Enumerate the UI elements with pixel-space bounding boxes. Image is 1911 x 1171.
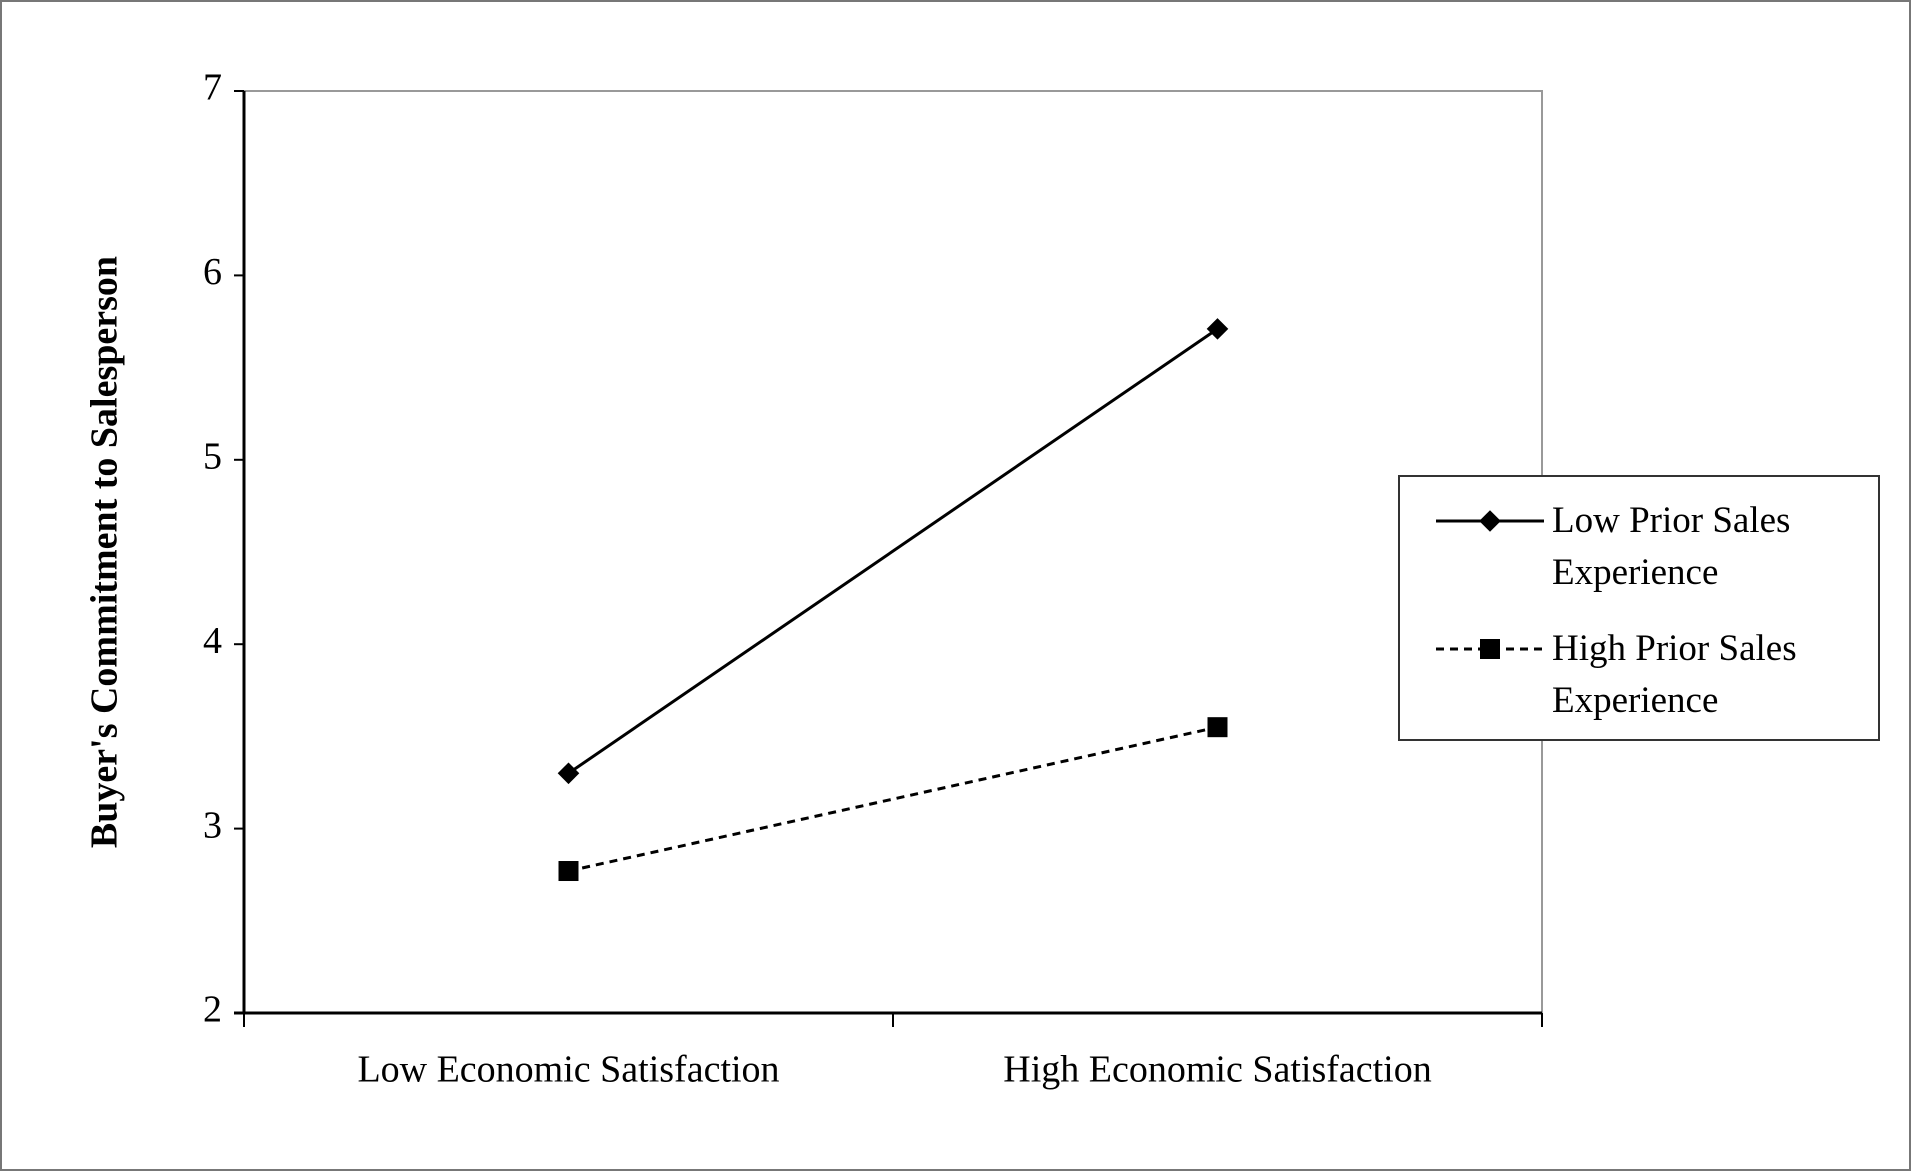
legend-entry: Low Prior Sales Experience — [1432, 495, 1878, 599]
y-tick-label: 7 — [203, 67, 222, 109]
marker — [1479, 510, 1501, 532]
legend-label: Low Prior Sales Experience — [1552, 500, 1791, 593]
legend-swatch — [1436, 639, 1544, 659]
x-tick-label: Low Economic Satisfaction — [357, 1049, 779, 1091]
y-tick-label: 6 — [203, 251, 222, 293]
y-tick-label: 4 — [203, 620, 222, 662]
y-axis-title: Buyer's Commitment to Salesperson — [84, 256, 126, 848]
marker — [1480, 639, 1500, 659]
legend-entry: High Prior Sales Experience — [1432, 623, 1878, 727]
legend-swatch — [1436, 510, 1544, 532]
y-tick-label: 3 — [203, 804, 222, 846]
marker — [1207, 717, 1228, 738]
marker — [1206, 318, 1229, 340]
marker — [558, 861, 579, 882]
x-tick-label: High Economic Satisfaction — [1003, 1049, 1431, 1091]
marker — [557, 762, 580, 785]
series-line — [567, 327, 1219, 775]
y-tick-label: 5 — [203, 436, 222, 478]
legend: Low Prior Sales Experience High Prior Sal… — [1398, 475, 1880, 741]
y-tick-label: 2 — [203, 989, 222, 1031]
series-line — [568, 725, 1218, 873]
legend-label: High Prior Sales Experience — [1552, 628, 1797, 721]
